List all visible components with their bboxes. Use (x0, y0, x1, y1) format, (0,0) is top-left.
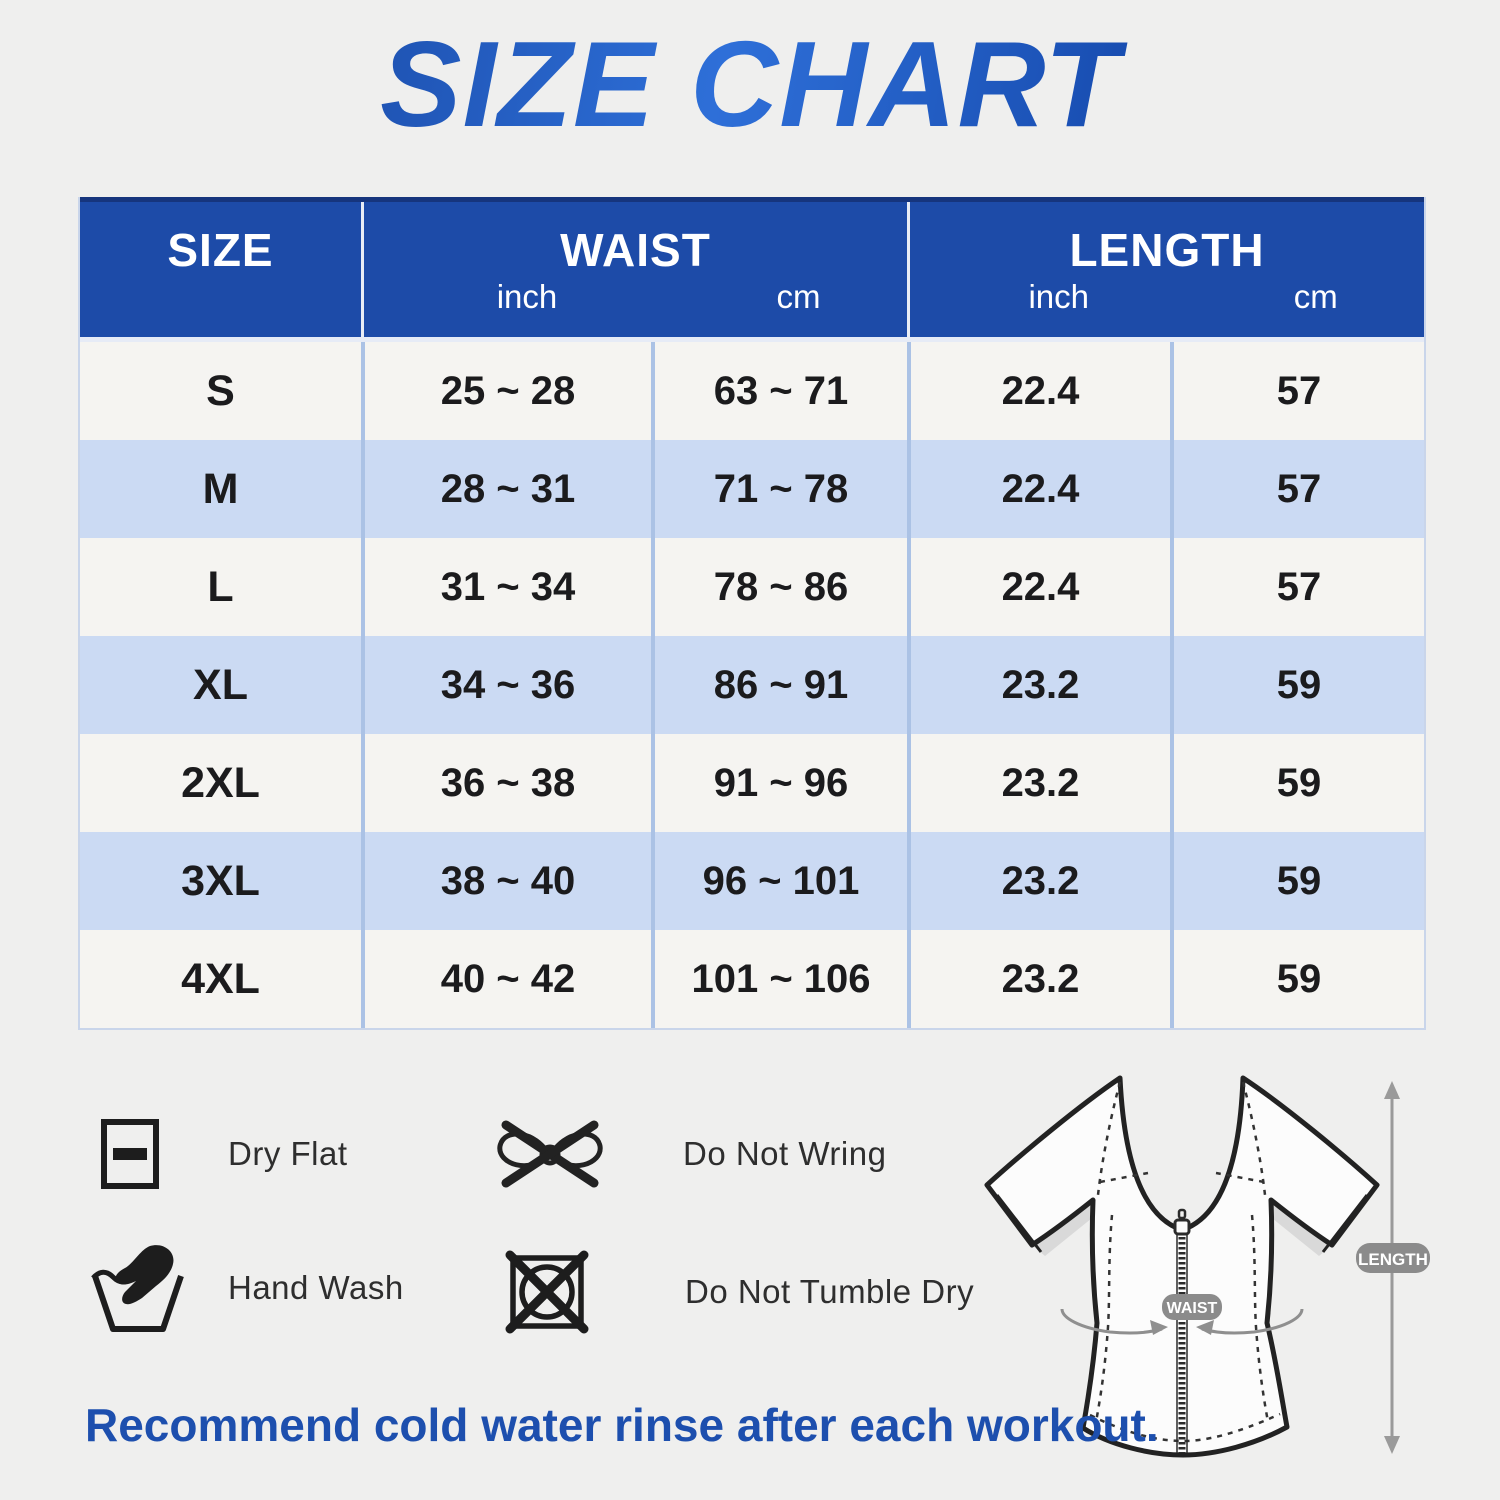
cell-waist-inch: 31 ~ 34 (361, 538, 651, 636)
cell-size: 2XL (181, 758, 260, 807)
cell-waist-cm: 71 ~ 78 (651, 440, 907, 538)
cell-waist-cm: 86 ~ 91 (651, 636, 907, 734)
cell-length-cm: 59 (1170, 832, 1424, 930)
length-label: LENGTH (1358, 1250, 1428, 1269)
waist-label: WAIST (1167, 1300, 1218, 1317)
cell-length-inch: 23.2 (907, 832, 1170, 930)
table-row: M 28 ~ 31 71 ~ 78 22.4 57 (80, 440, 1424, 538)
cell-length-inch: 22.4 (907, 440, 1170, 538)
header-waist-units: inch cm (382, 278, 925, 316)
waist-arrowhead-left (1150, 1320, 1168, 1335)
garment-outline (984, 1075, 1380, 1458)
do-not-tumble-dry-icon (505, 1250, 589, 1334)
table-row: XL 34 ~ 36 86 ~ 91 23.2 59 (80, 636, 1424, 734)
waist-unit-cm: cm (776, 277, 821, 315)
table-row: 2XL 36 ~ 38 91 ~ 96 23.2 59 (80, 734, 1424, 832)
length-unit-inch: inch (1028, 277, 1089, 315)
waist-label-pill: WAIST (1162, 1294, 1222, 1320)
cell-size: 4XL (181, 954, 260, 1003)
cell-waist-cm: 63 ~ 71 (651, 342, 907, 440)
cell-waist-inch: 25 ~ 28 (361, 342, 651, 440)
care-label: Do Not Tumble Dry (685, 1273, 975, 1310)
cell-length-cm: 57 (1170, 342, 1424, 440)
table-row: L 31 ~ 34 78 ~ 86 22.4 57 (80, 538, 1424, 636)
cell-waist-inch: 40 ~ 42 (361, 930, 651, 1028)
right-cuff-line (1321, 1194, 1369, 1253)
care-label: Hand Wash (228, 1269, 404, 1306)
header-length-label: LENGTH (1069, 224, 1265, 276)
cell-size: M (202, 464, 239, 513)
waist-unit-inch: inch (496, 277, 558, 315)
cell-length-inch: 23.2 (907, 636, 1170, 734)
care-item-do-not-wring: Do Not Wring (494, 1115, 886, 1193)
table-row: S 25 ~ 28 63 ~ 71 22.4 57 (80, 342, 1424, 440)
cell-waist-inch: 34 ~ 36 (361, 636, 651, 734)
cell-length-cm: 57 (1170, 440, 1424, 538)
cell-length-inch: 23.2 (907, 734, 1170, 832)
cell-length-cm: 59 (1170, 930, 1424, 1028)
cell-waist-cm: 78 ~ 86 (651, 538, 907, 636)
care-label: Do Not Wring (683, 1135, 887, 1172)
header-size: SIZE (80, 202, 361, 337)
table-header-row: SIZE WAIST inch cm LENGTH inch cm (80, 197, 1424, 337)
left-underarm-panel (1032, 1200, 1102, 1256)
cell-size: S (206, 366, 235, 415)
cell-size: L (207, 562, 234, 611)
care-item-dry-flat: Dry Flat (100, 1118, 348, 1190)
do-not-wring-icon (497, 1120, 603, 1188)
header-waist-label: WAIST (560, 224, 711, 276)
right-underarm-panel (1262, 1200, 1332, 1256)
header-length: LENGTH inch cm (907, 202, 1424, 337)
cell-size: 3XL (181, 856, 260, 905)
table-row: 4XL 40 ~ 42 101 ~ 106 23.2 59 (80, 930, 1424, 1028)
care-label: Dry Flat (228, 1135, 348, 1172)
care-item-do-not-tumble-dry: Do Not Tumble Dry (505, 1250, 974, 1334)
cell-waist-inch: 28 ~ 31 (361, 440, 651, 538)
cell-length-inch: 22.4 (907, 538, 1170, 636)
cell-length-inch: 22.4 (907, 342, 1170, 440)
cell-length-inch: 23.2 (907, 930, 1170, 1028)
cell-waist-cm: 91 ~ 96 (651, 734, 907, 832)
dry-flat-icon (101, 1119, 159, 1189)
waist-arrows (1060, 1308, 1304, 1335)
header-length-units: inch cm (928, 278, 1442, 316)
cell-length-cm: 59 (1170, 734, 1424, 832)
cell-waist-cm: 101 ~ 106 (651, 930, 907, 1028)
garment-diagram: WAIST LENGTH (984, 1075, 1430, 1458)
page-title: SIZE CHART (0, 14, 1500, 154)
cell-waist-inch: 38 ~ 40 (361, 832, 651, 930)
cell-length-cm: 57 (1170, 538, 1424, 636)
table-row: 3XL 38 ~ 40 96 ~ 101 23.2 59 (80, 832, 1424, 930)
care-item-hand-wash: Hand Wash (90, 1242, 404, 1334)
length-label-pill: LENGTH (1356, 1243, 1430, 1273)
header-waist: WAIST inch cm (361, 202, 907, 337)
table-body: S 25 ~ 28 63 ~ 71 22.4 57 M 28 ~ 31 71 ~… (80, 337, 1424, 1028)
header-size-label: SIZE (167, 224, 274, 276)
seam-dashed-lines (1089, 1081, 1281, 1443)
cell-size: XL (193, 660, 248, 709)
left-cuff-line (995, 1194, 1043, 1253)
size-chart-table: SIZE WAIST inch cm LENGTH inch cm S 25 ~… (78, 197, 1426, 1030)
zipper (1173, 1208, 1191, 1453)
zipper-pull (1173, 1218, 1191, 1236)
hand-wash-icon (91, 1245, 184, 1332)
length-unit-cm: cm (1293, 277, 1338, 315)
cell-waist-inch: 36 ~ 38 (361, 734, 651, 832)
waist-arrowhead-right (1196, 1320, 1214, 1335)
footer-note: Recommend cold water rinse after each wo… (85, 1399, 1159, 1451)
cell-waist-cm: 96 ~ 101 (651, 832, 907, 930)
cell-length-cm: 59 (1170, 636, 1424, 734)
